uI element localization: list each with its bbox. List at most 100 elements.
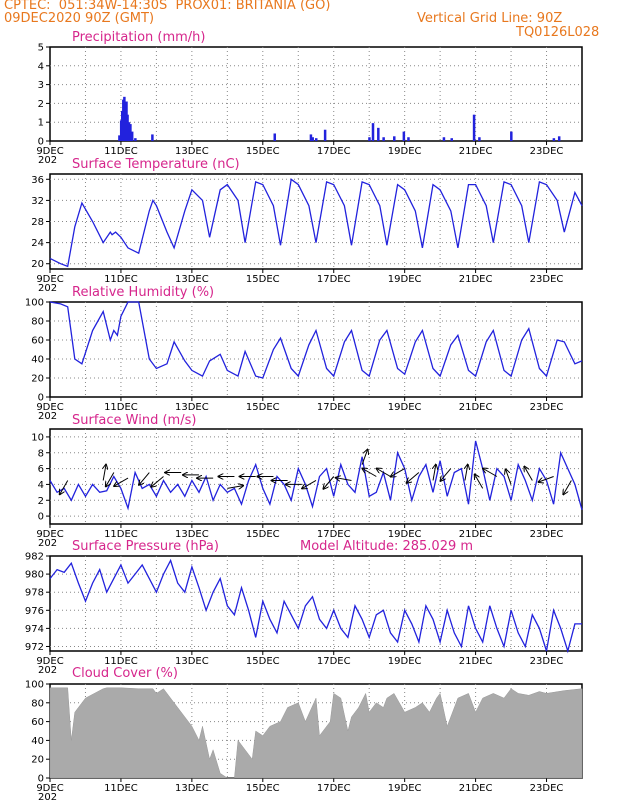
- humidity-xtick-label: 11DEC: [104, 402, 138, 413]
- pressure-year-label: 202: [38, 665, 57, 676]
- temperature-xtick-label: 11DEC: [104, 274, 138, 285]
- precip-bar: [309, 134, 313, 141]
- cloud-cover-area: [49, 687, 583, 779]
- wind-arrow: [302, 480, 317, 488]
- pressure-xtick-label: 9DEC: [36, 656, 63, 667]
- precip-bar: [377, 127, 380, 141]
- pressure-xtick-label: 19DEC: [388, 656, 422, 667]
- precip-xtick-label: 11DEC: [104, 146, 138, 157]
- wind-xtick-label: 21DEC: [459, 529, 493, 540]
- precip-bar: [273, 133, 277, 141]
- precip-xtick-label: 13DEC: [175, 146, 209, 157]
- header-line1: CPTEC: 051:34W-14:30S PROX01: BRITANIA (…: [4, 0, 331, 13]
- precip-xtick-label: 21DEC: [459, 146, 493, 157]
- wind-arrow: [114, 477, 129, 486]
- panel-title-temperature: Surface Temperature (nC): [72, 157, 240, 172]
- precip-bar: [552, 138, 556, 141]
- humidity-xtick-label: 19DEC: [388, 402, 422, 413]
- precip-bar: [126, 114, 129, 141]
- wind-arrow: [563, 480, 572, 494]
- humidity-ytick-label: 40: [31, 355, 44, 366]
- humidity-line: [49, 301, 583, 379]
- header-grid-note: Vertical Grid Line: 90Z: [417, 11, 563, 26]
- wind-ytick-label: 2: [38, 496, 44, 507]
- precip-bar: [382, 137, 385, 141]
- precip-bar: [371, 123, 375, 141]
- pressure-xtick-label: 21DEC: [459, 656, 493, 667]
- wind-xtick-label: 9DEC: [36, 529, 63, 540]
- temperature-ytick-label: 36: [31, 175, 44, 186]
- cloud-ytick-label: 80: [31, 698, 44, 709]
- wind-xtick-label: 13DEC: [175, 529, 209, 540]
- pressure-frame: [49, 555, 583, 652]
- humidity-ytick-label: 60: [31, 336, 44, 347]
- precip-bar: [472, 114, 476, 141]
- cloud-ytick-label: 40: [31, 736, 44, 747]
- cloud-ytick-label: 60: [31, 717, 44, 728]
- temperature-xtick-label: 13DEC: [175, 274, 209, 285]
- wind-arrow: [475, 475, 484, 489]
- wind-arrow: [323, 476, 335, 489]
- wind-arrow: [539, 476, 554, 482]
- humidity-frame: [49, 301, 583, 398]
- wind-ytick-label: 4: [38, 480, 44, 491]
- cloud-xtick-label: 17DEC: [317, 783, 351, 794]
- wind-arrow: [139, 472, 150, 485]
- temperature-year-label: 202: [38, 283, 57, 294]
- panel-title-precipitation: Precipitation (mm/h): [72, 30, 205, 45]
- wind-arrow: [151, 476, 164, 487]
- precip-bar: [127, 122, 131, 141]
- panel-title-cloud-cover: Cloud Cover (%): [72, 666, 178, 681]
- wind-xtick-label: 11DEC: [104, 529, 138, 540]
- wind-arrow: [483, 469, 498, 477]
- temperature-ytick-label: 32: [31, 196, 44, 207]
- pressure-ytick-label: 982: [25, 552, 44, 563]
- precip-bar: [134, 138, 137, 141]
- cloud-xtick-label: 23DEC: [530, 783, 564, 794]
- precip-ytick-label: 2: [38, 99, 44, 110]
- wind-ytick-label: 8: [38, 448, 44, 459]
- wind-ytick-label: 6: [38, 464, 44, 475]
- precip-bar: [130, 131, 134, 141]
- humidity-xtick-label: 21DEC: [459, 402, 493, 413]
- cloud-ytick-label: 100: [25, 680, 44, 691]
- cloud-xtick-label: 13DEC: [175, 783, 209, 794]
- header-date: 09DEC2020 90Z (GMT): [4, 11, 155, 26]
- temperature-ytick-label: 28: [31, 217, 44, 228]
- precip-bar: [510, 131, 513, 141]
- humidity-ytick-label: 80: [31, 317, 44, 328]
- temperature-xtick-label: 19DEC: [388, 274, 422, 285]
- precip-bar: [557, 136, 561, 141]
- precip-bar: [368, 137, 371, 141]
- pressure-ytick-label: 974: [25, 624, 44, 635]
- cloud-xtick-label: 15DEC: [246, 783, 280, 794]
- header-model-id: TQ0126L028: [516, 25, 600, 40]
- wind-arrow: [362, 469, 377, 477]
- cloud-xtick-label: 19DEC: [388, 783, 422, 794]
- wind-xtick-label: 19DEC: [388, 529, 422, 540]
- panel-title-humidity: Relative Humidity (%): [72, 285, 214, 300]
- precip-ytick-label: 5: [38, 43, 44, 54]
- pressure-xtick-label: 23DEC: [530, 656, 564, 667]
- precip-ytick-label: 0: [38, 137, 44, 148]
- temperature-xtick-label: 23DEC: [530, 274, 564, 285]
- precip-bar: [407, 137, 410, 141]
- humidity-year-label: 202: [38, 411, 57, 422]
- cloud-year-label: 202: [38, 792, 57, 800]
- precip-bar: [393, 136, 396, 141]
- pressure-ytick-label: 978: [25, 588, 44, 599]
- wind-arrow: [106, 472, 115, 487]
- pressure-ytick-label: 976: [25, 606, 44, 617]
- cloud-xtick-label: 11DEC: [104, 783, 138, 794]
- cloud-ytick-label: 0: [38, 774, 44, 785]
- wind-arrow: [377, 469, 391, 477]
- precip-bar: [129, 124, 132, 141]
- wind-xtick-label: 17DEC: [317, 529, 351, 540]
- temperature-xtick-label: 9DEC: [36, 274, 63, 285]
- precip-ytick-label: 1: [38, 118, 44, 129]
- wind-arrow: [103, 465, 106, 481]
- humidity-xtick-label: 17DEC: [317, 402, 351, 413]
- wind-arrow: [506, 469, 512, 485]
- pressure-ytick-label: 972: [25, 642, 44, 653]
